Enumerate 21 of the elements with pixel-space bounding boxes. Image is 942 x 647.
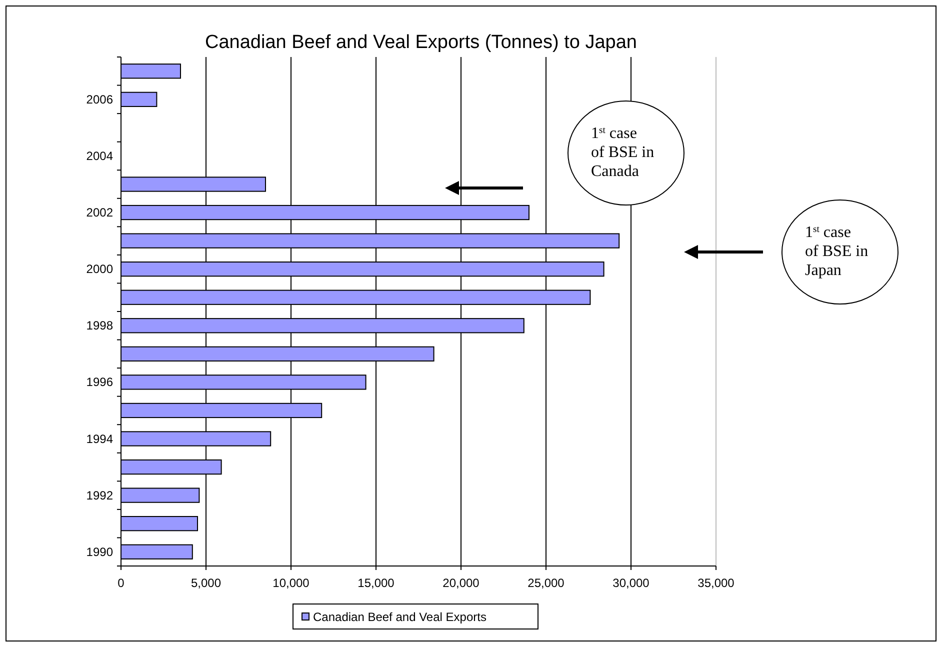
x-tick-label: 0 [118, 576, 125, 590]
legend-label: Canadian Beef and Veal Exports [313, 610, 486, 624]
y-tick-label: 1992 [86, 488, 114, 502]
x-tick-label: 30,000 [612, 576, 650, 590]
y-tick-label: 2004 [86, 148, 114, 163]
y-tick-label: 1994 [86, 432, 114, 446]
y-tick-label: 2002 [86, 206, 114, 220]
y-tick-label: 2006 [86, 92, 114, 106]
x-tick-label: 25,000 [528, 576, 565, 590]
x-tick-label: 15,000 [358, 576, 395, 590]
y-tick-label: 1990 [86, 544, 114, 559]
x-tick-label: 35,000 [698, 576, 735, 590]
x-tick-label: 5,000 [190, 576, 222, 590]
y-tick-label: 1996 [86, 375, 114, 390]
text: 1$^{st}$ case of BSE in Japan [805, 224, 868, 279]
chart-title: Canadian Beef and Veal Exports (Tonnes) to Japan [204, 32, 638, 53]
x-tick-label: 10,000 [272, 576, 310, 590]
y-tick-label: 1998 [86, 318, 114, 333]
x-tick-label: 20,000 [442, 576, 480, 590]
annotation: 1$^{st}$ case of BSE in Canada [591, 124, 654, 180]
y-tick-label: 2000 [86, 262, 114, 276]
